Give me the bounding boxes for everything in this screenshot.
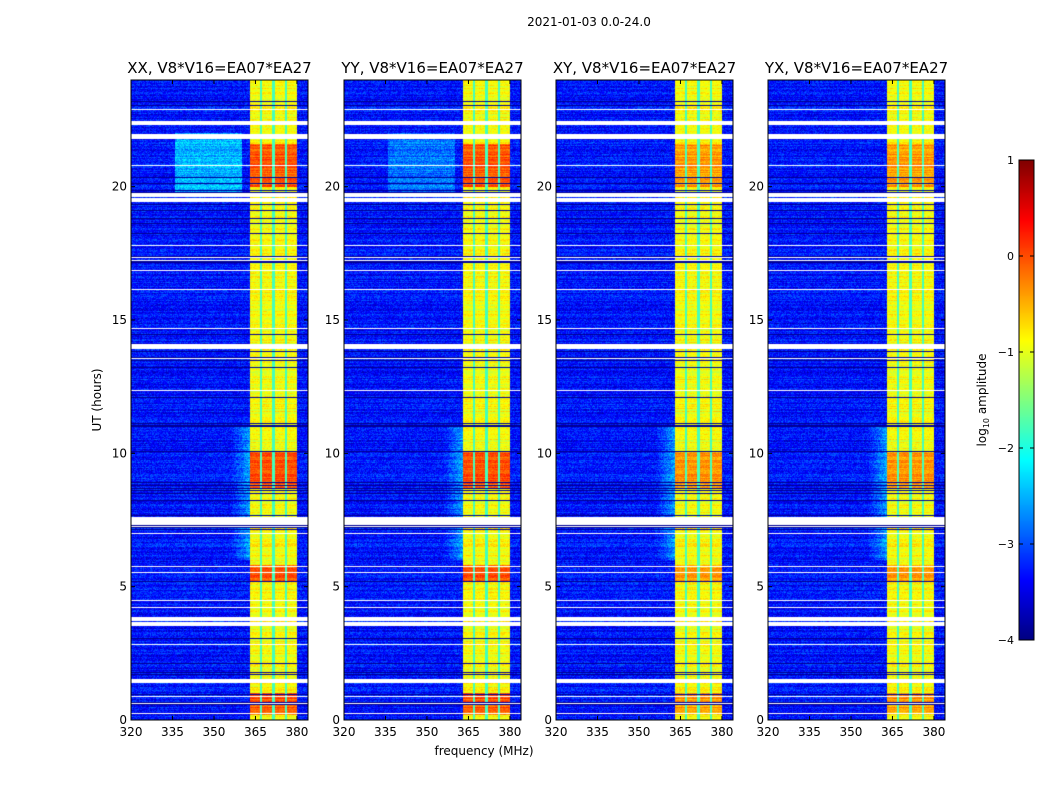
spectrogram-2 [556, 80, 733, 720]
x-tick-label: 320 [120, 725, 143, 739]
panel-title: XX, V8*V16=EA07*EA27 [127, 59, 311, 77]
x-tick-label: 320 [545, 725, 568, 739]
colorbar-tick-label: −3 [998, 538, 1014, 551]
y-tick-label: 20 [325, 180, 340, 194]
spectrogram-0 [131, 80, 308, 720]
colorbar-label: log10 amplitude [975, 354, 991, 447]
x-tick-label: 380 [922, 725, 945, 739]
y-tick-label: 15 [537, 313, 552, 327]
colorbar [1019, 160, 1034, 640]
x-tick-label: 380 [498, 725, 521, 739]
y-tick-label: 0 [544, 713, 552, 727]
x-tick-label: 365 [669, 725, 692, 739]
spectrogram-3 [768, 80, 945, 720]
x-tick-label: 380 [710, 725, 733, 739]
y-tick-label: 5 [119, 580, 127, 594]
y-tick-label: 20 [537, 180, 552, 194]
y-tick-label: 0 [119, 713, 127, 727]
y-tick-label: 0 [332, 713, 340, 727]
suptitle: 2021-01-03 0.0-24.0 [527, 15, 651, 29]
x-tick-label: 320 [333, 725, 356, 739]
spectrogram-1 [344, 80, 521, 720]
colorbar-frame [1018, 159, 1035, 641]
y-tick-label: 5 [756, 580, 764, 594]
y-tick-label: 10 [537, 446, 552, 460]
x-tick-label: 320 [757, 725, 780, 739]
x-tick-label: 335 [374, 725, 397, 739]
x-tick-label: 365 [457, 725, 480, 739]
colorbar-tick-label: 1 [1007, 154, 1014, 167]
x-tick-label: 365 [244, 725, 267, 739]
y-tick-label: 15 [749, 313, 764, 327]
y-axis-label: UT (hours) [90, 368, 104, 431]
x-tick-label: 350 [840, 725, 863, 739]
panel-frame [343, 79, 522, 721]
y-tick-label: 10 [112, 446, 127, 460]
panel-title: YX, V8*V16=EA07*EA27 [764, 59, 948, 77]
panel-frame [130, 79, 309, 721]
x-tick-label: 335 [161, 725, 184, 739]
x-tick-label: 380 [285, 725, 308, 739]
x-tick-label: 350 [416, 725, 439, 739]
colorbar-tick-label: −4 [998, 634, 1014, 647]
panel-frame [555, 79, 734, 721]
y-tick-label: 15 [325, 313, 340, 327]
y-tick-label: 20 [749, 180, 764, 194]
y-tick-label: 10 [749, 446, 764, 460]
y-tick-label: 10 [325, 446, 340, 460]
y-tick-label: 20 [112, 180, 127, 194]
colorbar-tick-label: −1 [998, 346, 1014, 359]
x-tick-label: 350 [203, 725, 226, 739]
x-tick-label: 335 [586, 725, 609, 739]
y-tick-label: 5 [544, 580, 552, 594]
x-tick-label: 335 [798, 725, 821, 739]
panel-title: YY, V8*V16=EA07*EA27 [340, 59, 523, 77]
panel-title: XY, V8*V16=EA07*EA27 [553, 59, 736, 77]
colorbar-tick-label: −2 [998, 442, 1014, 455]
x-tick-label: 350 [628, 725, 651, 739]
y-tick-label: 0 [756, 713, 764, 727]
y-tick-label: 5 [332, 580, 340, 594]
x-tick-label: 365 [881, 725, 904, 739]
panel-frame [767, 79, 946, 721]
colorbar-tick-label: 0 [1007, 250, 1014, 263]
x-axis-label: frequency (MHz) [434, 744, 533, 758]
y-tick-label: 15 [112, 313, 127, 327]
